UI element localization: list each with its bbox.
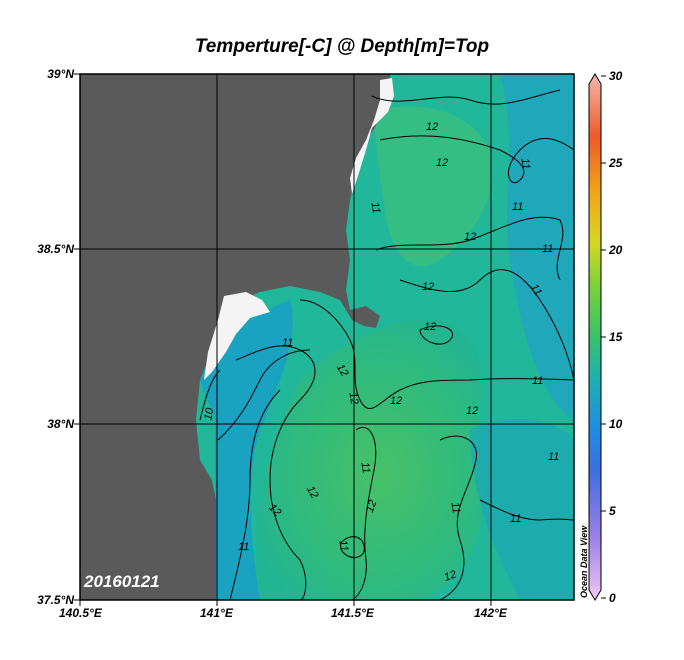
graticule xyxy=(80,74,574,600)
lon-label-140-5: 140.5°E xyxy=(59,606,102,620)
contour-label-group: 10 11 11 11 11 11 11 11 11 11 11 11 11 1… xyxy=(202,121,559,584)
colorbar-tick-15: 15 xyxy=(609,330,623,344)
contour-label: 12 xyxy=(424,321,436,333)
contour-label: 11 xyxy=(548,451,559,463)
map-title: Temperture[-C] @ Depth[m]=Top xyxy=(194,36,490,57)
contour-label: 11 xyxy=(238,541,249,553)
warm-water-north xyxy=(375,106,492,267)
contour-label: 11 xyxy=(448,501,462,514)
lat-label-39: 39°N xyxy=(47,67,74,81)
contour-label: 12 xyxy=(422,281,434,293)
no-data-patch-south xyxy=(204,292,270,380)
contour-label: 11 xyxy=(512,201,523,213)
map-frame xyxy=(79,73,575,601)
contour-label: 12 xyxy=(426,121,438,133)
colorbar-tick-25: 25 xyxy=(609,156,623,170)
contour-label: 11 xyxy=(528,282,544,298)
contour-label: 11 xyxy=(510,513,521,525)
contour-label: 12 xyxy=(346,391,360,405)
cool-southeast-water xyxy=(470,419,574,600)
contour-label: 12 xyxy=(364,499,379,515)
colorbar-tick-0: 0 xyxy=(609,591,616,605)
cool-offshore-water xyxy=(500,74,574,420)
contour-label: 12 xyxy=(390,395,402,407)
contour-label: 11 xyxy=(368,201,382,214)
lon-label-141: 141°E xyxy=(200,606,233,620)
date-stamp: 20160121 xyxy=(84,572,160,591)
contour-lines xyxy=(199,89,574,600)
oshika-peninsula xyxy=(350,306,380,328)
lat-label-38-5: 38.5°N xyxy=(37,242,74,256)
contour-label: 12 xyxy=(334,362,351,379)
cool-coastal-water xyxy=(200,300,293,600)
contour-label: 12 xyxy=(443,568,459,583)
contour-label: 12 xyxy=(436,157,448,169)
contour-label: 11 xyxy=(282,337,293,349)
colorbar-tick-20: 20 xyxy=(609,243,623,257)
contour-label: 11 xyxy=(518,157,532,170)
colorbar-tick-5: 5 xyxy=(609,504,616,518)
colorbar xyxy=(588,73,606,601)
colorbar-tick-10: 10 xyxy=(609,417,623,431)
contour-label: 12 xyxy=(304,484,321,501)
contour-label: 11 xyxy=(358,461,372,474)
warm-water-core xyxy=(256,319,483,600)
contour-label: 11 xyxy=(532,375,543,387)
contour-label: 12 xyxy=(466,405,478,417)
contour-label: 10 xyxy=(202,406,216,421)
ocean-data-view-watermark: Ocean Data View xyxy=(579,525,589,598)
colorbar-tick-30: 30 xyxy=(609,69,623,83)
contour-label: 12 xyxy=(464,231,476,243)
no-data-patch-north xyxy=(350,78,394,194)
contour-label: 11 xyxy=(336,539,350,552)
axis-ticks xyxy=(74,73,492,606)
land-mass xyxy=(80,74,392,600)
lon-label-142: 142°E xyxy=(474,606,507,620)
lat-label-37-5: 37.5°N xyxy=(37,593,74,607)
lon-label-141-5: 141.5°E xyxy=(331,606,374,620)
lat-label-38: 38°N xyxy=(47,417,74,431)
